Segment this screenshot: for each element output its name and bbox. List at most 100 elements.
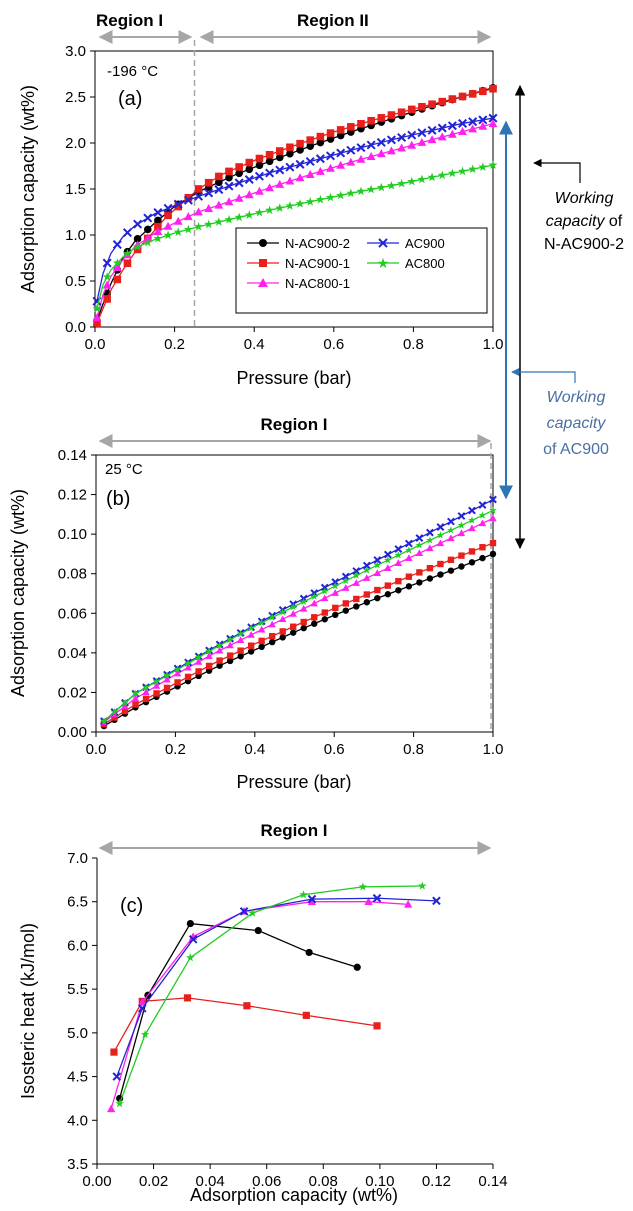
data-point-ac900 [122,228,132,238]
data-point-n-ac900-1 [316,132,325,141]
data-point-ac800 [92,303,102,313]
data-point-n-ac900-2 [353,963,361,971]
x-tick-label: 0.4 [244,741,265,758]
temperature-label-b: 25 °C [105,461,143,478]
series-layer-c [107,881,441,1113]
x-tick-label: 0.14 [478,1173,507,1190]
x-tick-label: 0.8 [403,741,424,758]
data-point-n-ac900-1 [184,673,192,681]
data-point-n-ac900-2 [405,583,413,590]
data-point-n-ac900-2 [321,616,328,623]
data-point-ac800 [142,683,150,691]
data-point-n-ac900-2 [374,594,381,602]
data-point-n-ac800-1 [342,584,350,591]
data-point-n-ac900-2 [254,926,262,935]
region-1-label-c: Region I [260,821,327,840]
data-point-ac900 [447,121,457,131]
data-point-ac800 [236,629,245,638]
data-point-n-ac900-2 [268,638,276,646]
x-axis-label-a: Pressure (bar) [236,368,351,388]
data-point-n-ac900-1 [326,129,335,137]
series-ac800 [115,881,427,1108]
x-axis-label-b: Pressure (bar) [236,772,351,792]
data-point-ac900 [373,556,382,564]
data-point-n-ac900-1 [215,172,223,181]
data-point-ac900 [386,135,396,145]
data-point-n-ac900-1 [416,569,423,576]
data-point-ac900 [163,203,173,213]
data-point-n-ac900-1 [373,1022,381,1030]
data-point-n-ac800-1 [346,157,356,166]
ticks-layer-c: 0.00 0.02 0.04 0.06 0.08 0.10 0.12 0.14 3.5 4.0 4.… [67,850,507,1190]
data-point-n-ac800-1 [478,519,487,527]
data-point-n-ac900-2 [306,142,315,150]
data-point-ac900 [102,258,112,268]
y-tick-label: 1.0 [65,227,86,244]
data-point-ac900 [188,935,198,944]
data-point-n-ac800-1 [336,160,346,169]
x-tick-label: 0.8 [403,336,424,353]
temperature-label-a: -196 °C [107,63,158,80]
data-point-ac800 [265,205,275,215]
data-point-n-ac900-1 [387,111,396,119]
data-point-n-ac900-2 [353,603,360,610]
data-point-n-ac800-1 [363,574,371,581]
data-point-n-ac800-1 [163,675,171,683]
data-point-ac800 [194,653,203,661]
data-point-ac800 [315,194,325,204]
data-point-ac900 [254,171,264,181]
x-tick-label: 0.04 [196,1173,225,1190]
data-point-n-ac800-1 [394,559,403,567]
data-point-n-ac900-1 [286,143,294,152]
data-point-n-ac800-1 [215,646,224,654]
data-point-n-ac900-2 [384,591,392,598]
data-point-ac900 [478,501,487,509]
data-point-n-ac900-1 [479,87,487,96]
data-point-n-ac900-2 [258,643,265,651]
data-point-ac800 [289,603,298,611]
data-point-ac800 [152,677,161,685]
data-point-ac800 [131,689,140,697]
y-axis-label-b: Adsorption capacity (wt%) [8,489,28,697]
data-point-ac800 [173,227,183,237]
y-tick-label: 7.0 [67,850,88,867]
data-point-ac800 [224,214,234,224]
data-point-n-ac900-2 [186,919,194,928]
data-point-n-ac800-1 [321,594,329,602]
x-tick-label: 0.4 [244,336,265,353]
data-point-ac900 [407,130,417,140]
data-point-ac800 [366,184,376,194]
data-point-ac900 [234,178,244,188]
data-point-ac900 [153,207,163,218]
y-tick-label: 0.02 [58,684,87,701]
data-point-ac900 [326,151,336,161]
data-point-ac800 [285,201,295,210]
data-point-ac900 [295,159,305,169]
data-point-n-ac800-1 [376,149,386,158]
data-point-n-ac900-1 [103,295,111,303]
data-point-n-ac900-1 [174,202,183,211]
data-point-ac900 [285,162,295,172]
data-point-ac900 [427,125,437,135]
data-point-ac800 [183,224,193,234]
data-point-n-ac900-2 [489,550,497,558]
data-point-n-ac900-1 [302,1011,310,1019]
panel-b: 0.0 0.2 0.4 0.6 0.8 1.0 0.00 0.02 0.04 0.06 0.08 0.… [8,443,503,792]
data-point-n-ac800-1 [138,997,147,1006]
data-point-n-ac800-1 [194,207,203,216]
data-point-n-ac800-1 [468,524,476,532]
y-tick-label: 3.5 [67,1156,88,1173]
data-point-ac800 [299,597,308,605]
data-point-n-ac900-1 [113,275,122,284]
y-tick-label: 0.04 [58,645,87,662]
data-point-ac800 [478,511,487,519]
data-point-n-ac800-1 [300,604,308,612]
data-point-n-ac900-1 [367,116,375,125]
data-point-n-ac900-2 [235,169,243,178]
y-tick-label: 0.12 [58,487,87,504]
data-point-ac900 [239,907,249,916]
data-point-n-ac900-2 [143,225,152,234]
data-point-ac900 [489,495,497,504]
panel-label-b: (b) [106,488,130,510]
data-point-n-ac900-1 [194,185,203,193]
